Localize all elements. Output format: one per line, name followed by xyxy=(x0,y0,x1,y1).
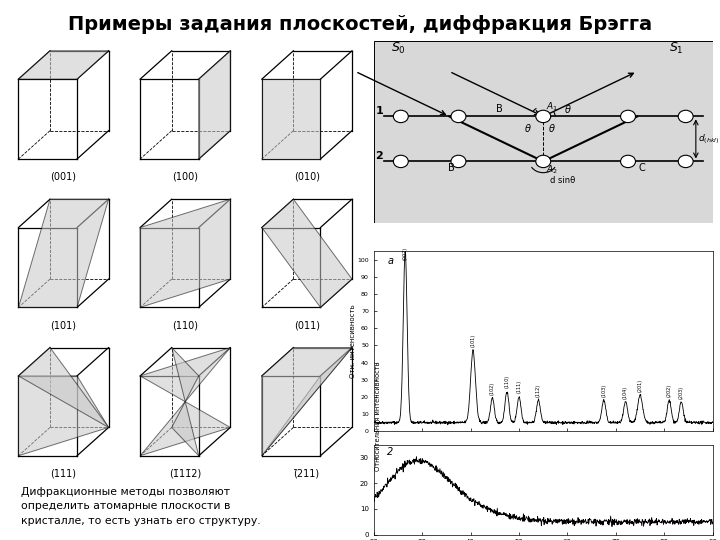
Polygon shape xyxy=(171,348,199,456)
Text: Дифракционные методы позволяют
определить атомарные плоскости в
кристалле, то ес: Дифракционные методы позволяют определит… xyxy=(22,487,261,526)
Text: (104): (104) xyxy=(623,386,628,399)
Text: (101): (101) xyxy=(470,334,475,347)
Polygon shape xyxy=(140,348,230,456)
Text: (103): (103) xyxy=(601,384,606,397)
Text: $d_{(hkl)}$: $d_{(hkl)}$ xyxy=(698,132,719,146)
Text: (001): (001) xyxy=(50,172,76,182)
Text: d sinθ: d sinθ xyxy=(550,177,575,185)
Text: (203): (203) xyxy=(679,386,684,399)
Circle shape xyxy=(678,110,693,123)
Text: (201): (201) xyxy=(638,379,643,392)
Polygon shape xyxy=(262,199,352,307)
Text: 2: 2 xyxy=(387,448,394,457)
Text: (002): (002) xyxy=(402,247,408,260)
Polygon shape xyxy=(140,199,230,307)
Circle shape xyxy=(621,110,636,123)
Text: (100): (100) xyxy=(172,172,198,182)
Text: 2: 2 xyxy=(375,151,383,161)
Text: (010): (010) xyxy=(294,172,320,182)
Text: (̄211): (̄211) xyxy=(294,469,320,478)
Text: (110): (110) xyxy=(172,320,198,330)
Circle shape xyxy=(536,110,551,123)
Text: (110): (110) xyxy=(505,375,510,388)
Text: B: B xyxy=(496,104,503,114)
Text: $S_1$: $S_1$ xyxy=(669,40,683,56)
Circle shape xyxy=(536,155,551,167)
Polygon shape xyxy=(19,199,109,307)
Text: (112): (112) xyxy=(536,384,541,397)
Polygon shape xyxy=(262,79,320,159)
Polygon shape xyxy=(262,348,352,456)
Polygon shape xyxy=(19,376,109,456)
Text: Относительная интенсивность: Относительная интенсивность xyxy=(375,361,381,471)
Text: (011): (011) xyxy=(294,320,320,330)
Circle shape xyxy=(451,155,466,167)
Text: θ: θ xyxy=(549,124,554,134)
Text: B: B xyxy=(448,163,454,173)
Polygon shape xyxy=(19,51,109,79)
Text: Примеры задания плоскостей, диффракция Брэгга: Примеры задания плоскостей, диффракция Б… xyxy=(68,15,652,34)
Circle shape xyxy=(621,155,636,167)
Text: (111): (111) xyxy=(50,469,76,478)
Text: $A_2$: $A_2$ xyxy=(546,163,558,176)
Text: C: C xyxy=(639,163,646,173)
Circle shape xyxy=(393,110,408,123)
Circle shape xyxy=(451,110,466,123)
Polygon shape xyxy=(262,348,352,456)
Text: (102): (102) xyxy=(490,382,495,395)
Text: (202): (202) xyxy=(667,384,672,397)
Y-axis label: Отн. интенсивность: Отн. интенсивность xyxy=(350,305,356,378)
Text: $A_1$: $A_1$ xyxy=(546,100,558,113)
Polygon shape xyxy=(19,348,109,428)
Text: θ: θ xyxy=(525,124,531,134)
Text: 1: 1 xyxy=(375,106,383,117)
Text: (1̄11̄2): (1̄11̄2) xyxy=(169,469,202,478)
Circle shape xyxy=(393,155,408,167)
Polygon shape xyxy=(199,51,230,159)
Text: $S_0$: $S_0$ xyxy=(391,40,405,56)
Text: (111): (111) xyxy=(516,380,521,394)
Text: (101): (101) xyxy=(50,320,76,330)
Circle shape xyxy=(678,155,693,167)
Text: θ: θ xyxy=(565,105,571,115)
Text: a: a xyxy=(387,256,393,266)
